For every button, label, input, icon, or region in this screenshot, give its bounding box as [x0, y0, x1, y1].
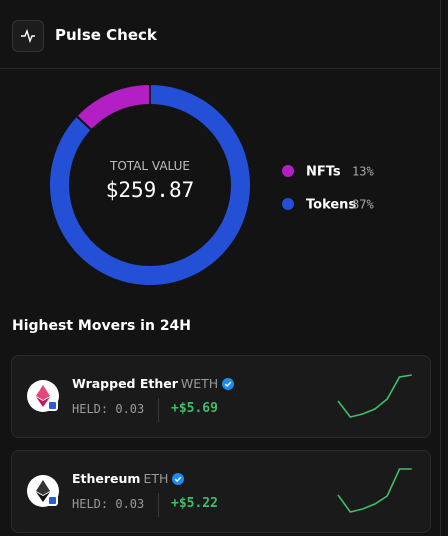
- sparkline-area: [337, 374, 412, 418]
- change: +$5.22: [171, 496, 218, 511]
- center-value: $259.87: [106, 178, 195, 202]
- coin-name-row: Ethereum ETH: [72, 471, 185, 486]
- sparkline: [337, 374, 412, 418]
- donut-segment: [48, 82, 252, 287]
- coin-name-row: Wrapped Ether WETH: [72, 376, 235, 391]
- change: +$5.69: [171, 401, 218, 416]
- legend-dot: [282, 165, 294, 177]
- coin-name: Wrapped Ether: [72, 376, 178, 391]
- pulse-icon: [12, 20, 44, 52]
- coin-symbol: ETH: [143, 471, 169, 486]
- sparkline: [337, 468, 412, 513]
- mover-card[interactable]: Wrapped Ether WETH HELD: 0.03 +$5.69: [11, 355, 431, 438]
- mover-card[interactable]: Ethereum ETH HELD: 0.03 +$5.22: [11, 450, 431, 533]
- held-row: HELD: 0.03: [72, 402, 144, 416]
- pulse-glyph: [21, 28, 35, 44]
- legend-value: 87%: [352, 198, 374, 212]
- coin-name: Ethereum: [72, 471, 141, 486]
- held-amount: 0.03: [115, 402, 145, 416]
- held-label: HELD:: [72, 402, 109, 416]
- legend-label: Tokens: [306, 198, 356, 213]
- verified: [172, 473, 185, 485]
- header: Pulse Check: [0, 0, 440, 69]
- coin-symbol: WETH: [180, 376, 219, 391]
- donut-segment: [74, 82, 151, 132]
- held-row: HELD: 0.03: [72, 497, 144, 511]
- divider: [158, 493, 159, 517]
- legend-dot: [282, 198, 294, 210]
- section-title: Highest Movers in 24H: [12, 318, 192, 334]
- legend-label: NFTs: [306, 165, 341, 180]
- held-amount: 0.03: [115, 497, 145, 511]
- verified: [222, 378, 235, 390]
- sparkline-area: [337, 468, 412, 513]
- center-label: TOTAL VALUE: [109, 159, 190, 173]
- legend-value: 13%: [352, 165, 374, 179]
- header-title: Pulse Check: [55, 26, 157, 44]
- held-label: HELD:: [72, 497, 109, 511]
- coin-icon: [27, 475, 59, 507]
- divider: [158, 398, 159, 422]
- coin-icon: [27, 380, 59, 412]
